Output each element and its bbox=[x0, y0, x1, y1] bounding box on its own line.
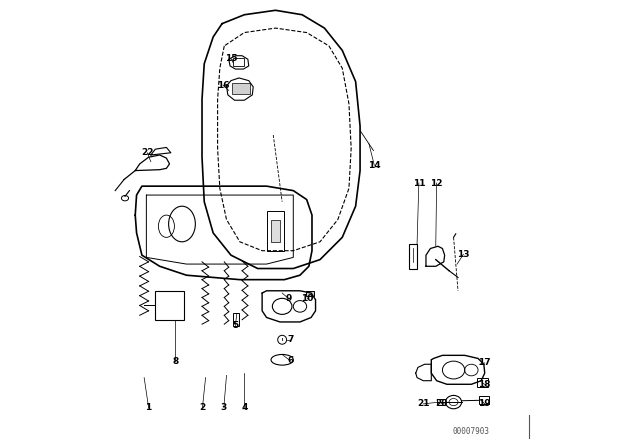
Text: 15: 15 bbox=[225, 54, 237, 63]
Bar bbox=[267, 211, 284, 251]
Text: 22: 22 bbox=[141, 148, 154, 157]
Text: 2: 2 bbox=[199, 403, 205, 412]
Text: 21: 21 bbox=[417, 399, 429, 409]
Bar bbox=[233, 58, 244, 66]
Text: 3: 3 bbox=[221, 403, 227, 412]
Bar bbox=[233, 313, 239, 327]
Text: 9: 9 bbox=[285, 294, 292, 303]
Bar bbox=[232, 83, 250, 94]
Text: 6: 6 bbox=[287, 356, 293, 365]
Bar bbox=[477, 379, 488, 388]
Text: 1: 1 bbox=[145, 403, 152, 412]
Text: 14: 14 bbox=[368, 161, 381, 170]
Text: 4: 4 bbox=[241, 403, 248, 412]
Text: 16: 16 bbox=[217, 81, 229, 90]
Bar bbox=[479, 396, 489, 404]
Text: 12: 12 bbox=[430, 179, 443, 188]
Text: 5: 5 bbox=[232, 321, 239, 330]
Bar bbox=[306, 291, 314, 296]
Text: 20: 20 bbox=[435, 399, 447, 409]
Text: 00007903: 00007903 bbox=[453, 426, 490, 435]
Text: 18: 18 bbox=[479, 380, 491, 389]
Text: 19: 19 bbox=[479, 399, 491, 409]
Text: 13: 13 bbox=[457, 250, 470, 259]
Text: 10: 10 bbox=[301, 294, 314, 303]
Text: 7: 7 bbox=[287, 335, 293, 344]
Bar bbox=[156, 291, 184, 320]
Text: 8: 8 bbox=[172, 357, 179, 366]
Text: 17: 17 bbox=[479, 358, 491, 367]
Bar bbox=[436, 399, 445, 405]
Text: 11: 11 bbox=[413, 179, 425, 188]
Bar bbox=[409, 244, 417, 268]
Bar bbox=[271, 220, 280, 242]
